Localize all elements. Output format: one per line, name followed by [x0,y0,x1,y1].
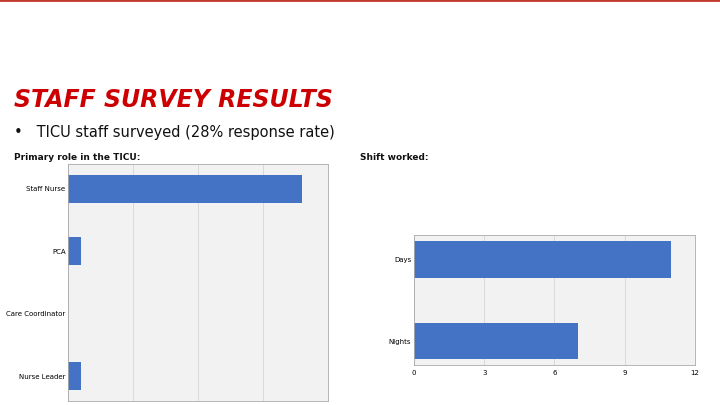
Bar [414,241,671,278]
Bar [414,323,577,360]
Text: Shift worked:: Shift worked: [360,153,428,162]
Bar [68,362,81,390]
Text: •   TICU staff surveyed (28% response rate): • TICU staff surveyed (28% response rate… [14,125,335,140]
Bar [68,237,81,265]
Text: Primary role in the TICU:: Primary role in the TICU: [14,153,141,162]
Bar [68,175,302,203]
Text: STAFF SURVEY RESULTS: STAFF SURVEY RESULTS [14,88,333,112]
Text: NURSING: NURSING [11,66,50,75]
